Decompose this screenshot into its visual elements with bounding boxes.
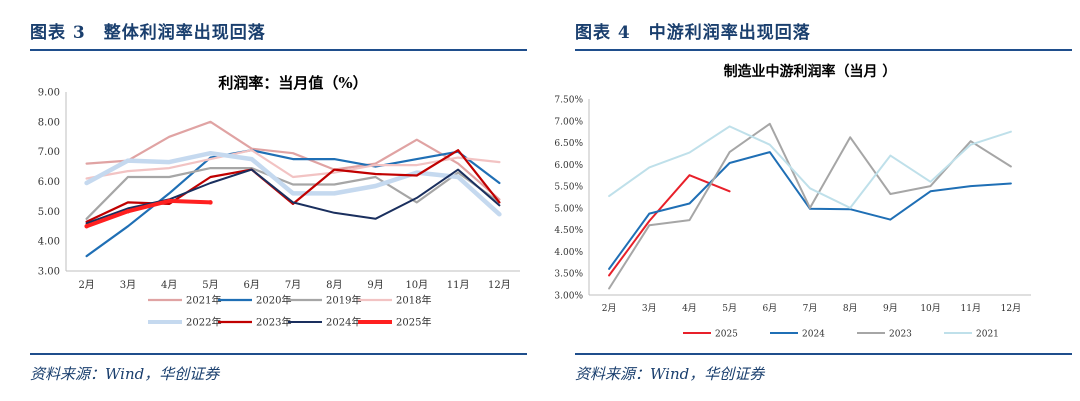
series-line-2019 [85, 166, 501, 220]
legend-label: 2021 [976, 330, 999, 340]
x-tick-label: 4月 [161, 279, 177, 291]
y-tick-label: 4.00 [38, 237, 60, 248]
series-line-2021 [608, 125, 1012, 209]
source-divider [30, 353, 527, 355]
y-tick-label: 7.50% [554, 96, 583, 106]
chart-midstream-profit-margin: 制造业中游利润率（当月 ） 3.00% 3.50% 4.00% 4.50% 5.00% 5.… [554, 63, 1031, 340]
legend-label: 2024 [802, 330, 825, 340]
y-tick-label: 8.00 [38, 117, 60, 128]
y-tick-label: 5.50% [554, 183, 583, 193]
legend-label: 2020年 [256, 294, 291, 307]
left-panel: 图表 3 整体利润率出现回落 利润率：当月值（%） 3.00 4.00 5.00 6.00… [0, 0, 535, 401]
source-divider [575, 353, 1072, 355]
figure-title: 图表 3 整体利润率出现回落 [30, 18, 266, 43]
series-line-2018 [85, 149, 501, 180]
legend-label: 2019年 [326, 294, 361, 307]
y-tick-label: 4.50% [554, 226, 583, 236]
x-tick-label: 7月 [285, 279, 301, 291]
x-tick-label: 10月 [920, 303, 940, 314]
data-point [84, 224, 89, 229]
x-tick-label: 3月 [120, 279, 136, 291]
right-panel: 图表 4 中游利润率出现回落 制造业中游利润率（当月 ） 3.00% 3.50% 4.0… [545, 0, 1080, 401]
x-tick-label: 6月 [762, 303, 777, 314]
x-tick-label: 12月 [488, 279, 511, 291]
x-tick-label: 4月 [682, 303, 697, 314]
x-tick-label: 11月 [961, 303, 981, 314]
x-tick-label: 6月 [244, 279, 260, 291]
legend-label: 2023年 [256, 316, 291, 329]
x-tick-label: 7月 [803, 303, 818, 314]
x-tick-label: 2月 [78, 279, 94, 291]
figure-title: 图表 4 中游利润率出现回落 [575, 18, 811, 43]
data-point [125, 209, 131, 214]
legend-label: 2025 [715, 330, 738, 340]
figure-caption: 中游利润率出现回落 [648, 23, 811, 43]
y-tick-label: 3.50% [554, 270, 583, 280]
series-line-2023 [608, 122, 1012, 290]
x-tick-label: 12月 [1001, 303, 1021, 314]
source-note: 资料来源：Wind，华创证券 [575, 365, 765, 383]
legend-label: 2023 [889, 330, 912, 340]
title-divider [575, 49, 1072, 51]
x-tick-label: 9月 [883, 303, 898, 314]
chart-title: 制造业中游利润率（当月 ） [724, 63, 897, 80]
y-tick-label: 6.50% [554, 139, 583, 149]
y-tick-label: 7.00 [38, 147, 60, 158]
chart-overall-profit-margin: 利润率：当月值（%） 3.00 4.00 5.00 6.00 7.00 8.00 9.00 2月… [38, 74, 520, 329]
title-divider [30, 49, 527, 51]
y-tick-label: 7.00% [554, 117, 583, 127]
figure-number: 图表 3 [30, 23, 86, 43]
x-tick-label: 9月 [367, 279, 383, 291]
y-tick-label: 9.00 [38, 88, 60, 99]
y-tick-label: 5.00% [554, 204, 583, 214]
series-line-2025 [84, 198, 213, 229]
source-note: 资料来源：Wind，华创证券 [30, 365, 220, 383]
data-point [208, 200, 213, 205]
x-tick-label: 8月 [326, 279, 342, 291]
series-line-2021 [85, 120, 501, 201]
x-tick-label: 11月 [447, 279, 470, 291]
data-point [166, 198, 172, 204]
figure-caption: 整体利润率出现回落 [103, 23, 266, 43]
x-tick-label: 5月 [202, 279, 218, 291]
y-tick-label: 6.00% [554, 161, 583, 171]
x-tick-label: 3月 [642, 303, 657, 314]
y-tick-label: 5.00 [38, 207, 60, 218]
legend-label: 2025年 [396, 316, 431, 329]
y-tick-label: 4.00% [554, 248, 583, 258]
series-line-2024 [608, 151, 1012, 270]
x-tick-label: 5月 [722, 303, 737, 314]
y-tick-label: 3.00% [554, 292, 583, 302]
x-tick-label: 8月 [843, 303, 858, 314]
legend-label: 2022年 [186, 316, 221, 329]
y-tick-label: 6.00 [38, 177, 60, 188]
series-line-2022 [84, 150, 502, 217]
x-tick-label: 10月 [405, 279, 428, 291]
x-tick-label: 2月 [602, 303, 617, 314]
legend-label: 2018年 [396, 294, 431, 307]
chart-title: 利润率：当月值（%） [218, 74, 367, 92]
figure-number: 图表 4 [575, 23, 631, 43]
legend-label: 2024年 [326, 316, 361, 329]
legend-label: 2021年 [186, 294, 221, 307]
y-tick-label: 3.00 [38, 267, 60, 278]
